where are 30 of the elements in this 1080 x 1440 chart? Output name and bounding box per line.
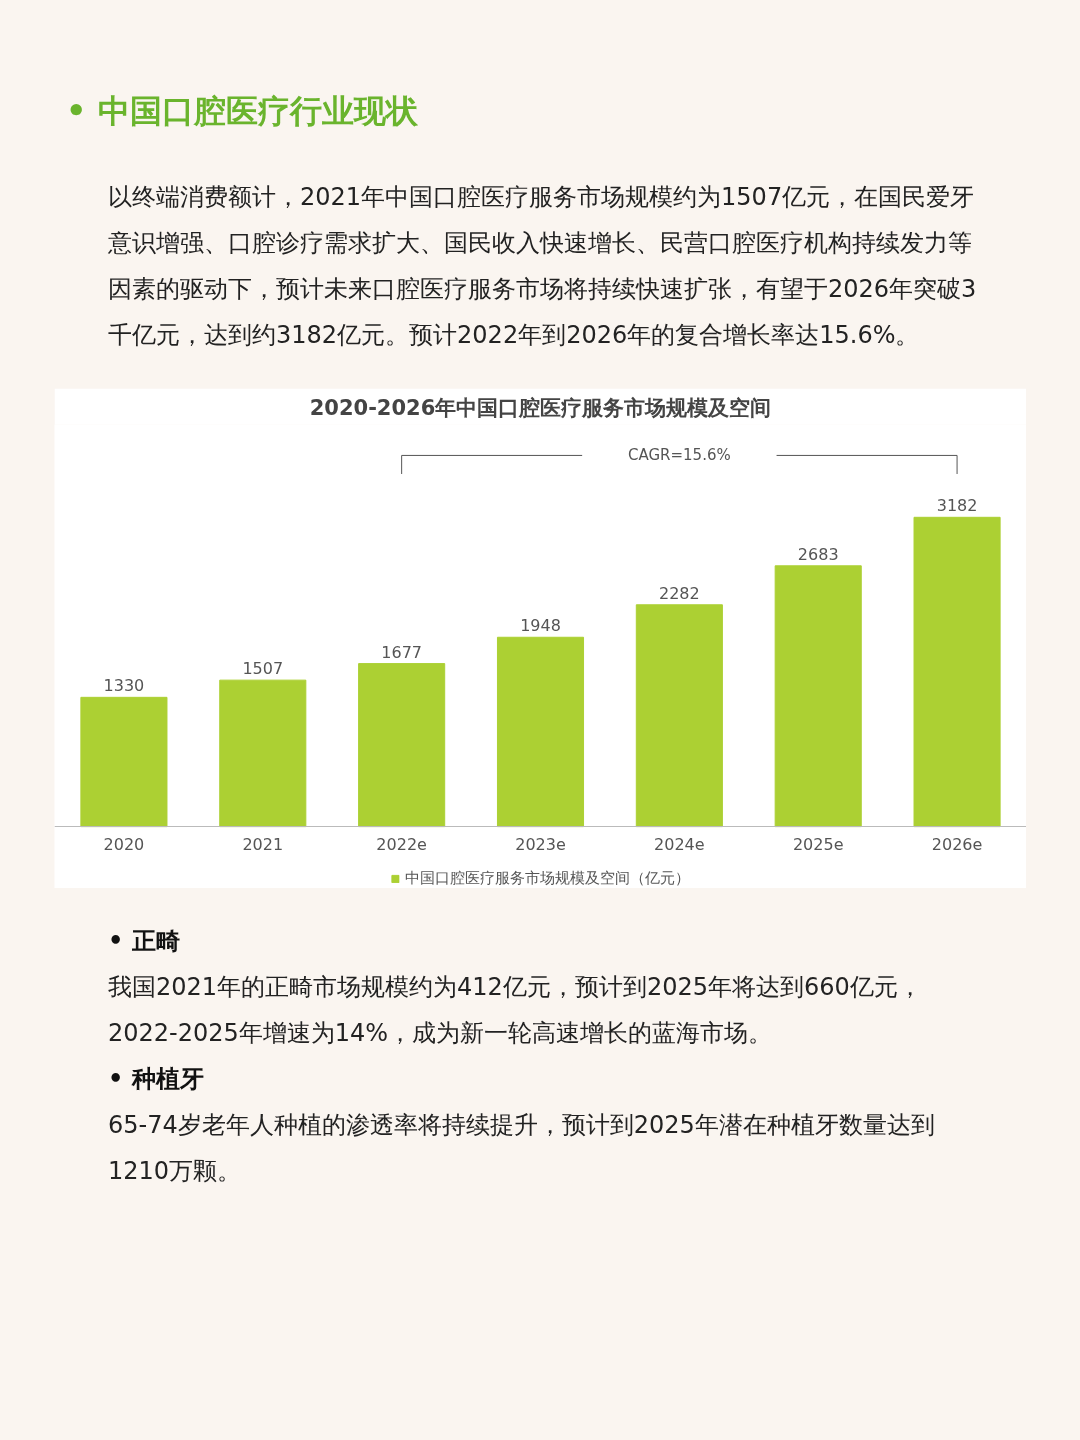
data-label: 1330: [103, 676, 145, 696]
x-tick-label: 2021: [242, 834, 284, 854]
x-tick-label: 2026e: [931, 834, 983, 854]
text: • 种植牙: [108, 1064, 205, 1095]
text: 我国2021年的正畸市场规模约为412亿元，预计到2025年将达到660亿元，2022-2025年增速为14%，成为新一轮高速增长的蓝海市场。: [108, 972, 923, 1049]
bar: [635, 604, 723, 828]
text: 以终端消费额计，2021年中国口腔医疗服务市场规模约为1507亿元，在国民爱牙意识增强、口腔诊疗需求扩大、国民收入快速增长、民营口腔医疗机构持续发力等因素的驱动下，预计未来口腔医疗服务市场将持续快速扩张，有望于2026年突破3千亿元，达到约3182亿元。预计2022年到2026年的复合增长率达15.6%。: [108, 182, 978, 351]
bar: [913, 516, 1001, 828]
bar: [496, 636, 585, 828]
bar: [774, 565, 862, 828]
legend-label: 中国口腔医疗服务市场规模及空间（亿元）: [404, 869, 690, 888]
text: • 正畸: [108, 926, 181, 957]
bar: [80, 696, 168, 828]
data-label: 2683: [797, 544, 839, 564]
bar: [358, 663, 446, 828]
data-label: 1948: [520, 616, 561, 636]
data-label: 3182: [936, 496, 978, 516]
data-label: 2282: [659, 583, 700, 603]
text: CAGR=15.6%: [627, 446, 731, 465]
x-tick-label: 2022e: [376, 834, 427, 854]
x-tick-label: 2020: [103, 834, 145, 854]
bar: [219, 679, 307, 828]
x-tick-label: 2023e: [515, 834, 566, 854]
text: • 中国口腔医疗行业现状: [66, 91, 419, 132]
data-label: 1507: [242, 659, 284, 679]
x-tick-label: 2025e: [792, 834, 844, 854]
chart-title: 2020-2026年中国口腔医疗服务市场规模及空间: [309, 395, 772, 420]
text: 65-74岁老年人种植的渗透率将持续提升，预计到2025年潜在种植牙数量达到1210万颗。: [108, 1110, 936, 1187]
data-label: 1677: [381, 642, 422, 662]
x-tick-label: 2024e: [654, 834, 705, 854]
